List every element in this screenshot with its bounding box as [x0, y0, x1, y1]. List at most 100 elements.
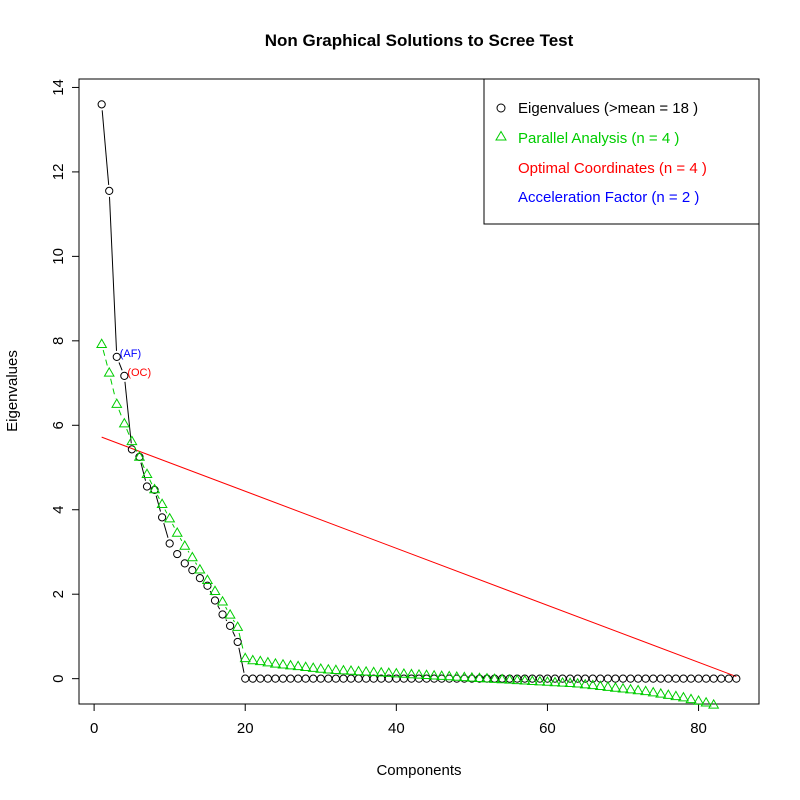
- parallel-segment: [149, 479, 153, 485]
- parallel-point: [579, 678, 591, 689]
- parallel-point: [383, 667, 395, 677]
- parallel-point: [118, 417, 130, 428]
- legend-af-label: Acceleration Factor (n = 2 ): [518, 189, 699, 206]
- parallel-point: [405, 668, 418, 679]
- parallel-segment: [102, 349, 109, 368]
- parallel-point: [345, 665, 357, 675]
- parallel-point: [148, 483, 161, 494]
- parallel-point: [133, 450, 146, 461]
- parallel-point: [111, 398, 123, 408]
- parallel-point: [655, 687, 667, 698]
- parallel-point: [692, 695, 705, 705]
- parallel-point: [685, 693, 697, 704]
- parallel-point: [375, 666, 387, 677]
- eigen-segment: [217, 605, 221, 610]
- parallel-point: [443, 670, 455, 681]
- parallel-segment: [110, 378, 116, 399]
- parallel-point: [428, 669, 440, 680]
- x-axis: 0 20 40 60 80: [90, 703, 707, 737]
- eigen-point: [142, 482, 152, 491]
- eigen-point: [195, 574, 204, 583]
- parallel-point: [413, 668, 425, 679]
- parallel-point: [156, 498, 168, 509]
- parallel-point: [216, 595, 229, 606]
- eigen-point: [112, 352, 121, 361]
- eigen-segment: [155, 495, 162, 512]
- parallel-segment: [141, 462, 146, 469]
- parallel-point: [624, 683, 637, 694]
- parallel-point: [239, 652, 251, 663]
- eigen-point: [120, 371, 129, 380]
- parallel-point: [201, 574, 214, 585]
- parallel-point: [164, 512, 176, 523]
- parallel-point: [292, 660, 304, 671]
- parallel-point: [496, 673, 508, 684]
- y-tick-label: 12: [50, 164, 67, 181]
- parallel-point: [398, 668, 410, 678]
- oc-annotation: (OC): [127, 367, 151, 379]
- eigen-segment: [118, 362, 123, 371]
- parallel-segment: [210, 584, 213, 587]
- parallel-point: [632, 684, 644, 695]
- legend-box: [483, 78, 760, 225]
- parallel-point: [534, 675, 546, 686]
- parallel-point: [232, 621, 244, 631]
- parallel-point: [390, 667, 402, 678]
- legend-eigen-label: Eigenvalues (>mean = 18 ): [518, 100, 698, 117]
- parallel-point: [594, 680, 606, 691]
- parallel-point: [277, 658, 289, 669]
- parallel-point: [315, 662, 327, 673]
- parallel-point: [511, 674, 523, 685]
- parallel-point: [420, 669, 433, 680]
- parallel-point: [126, 435, 138, 446]
- parallel-point: [473, 672, 486, 682]
- parallel-segment: [164, 509, 168, 514]
- eigen-segment: [225, 619, 228, 622]
- parallel-segment: [232, 619, 235, 623]
- parallel-segment: [118, 409, 123, 419]
- eigen-point: [165, 539, 174, 548]
- parallel-point: [307, 662, 319, 672]
- parallel-analysis-series: [96, 338, 720, 709]
- parallel-point: [330, 664, 342, 674]
- parallel-point: [262, 656, 274, 667]
- parallel-point: [519, 674, 531, 685]
- legend-eigen-marker: [496, 103, 506, 113]
- parallel-point: [556, 676, 569, 687]
- legend-parallel-label: Parallel Analysis (n = 4 ): [518, 130, 679, 147]
- eigen-point: [233, 637, 242, 647]
- x-axis-label: Components: [376, 762, 461, 779]
- eigen-point: [158, 513, 167, 522]
- y-tick-label: 4: [50, 506, 67, 514]
- y-tick-label: 8: [50, 337, 67, 345]
- parallel-point: [602, 681, 614, 691]
- legend-oc-label: Optimal Coordinates (n = 4 ): [518, 160, 707, 177]
- y-tick-label: 14: [50, 79, 67, 96]
- parallel-point: [617, 682, 629, 693]
- parallel-point: [284, 659, 297, 670]
- parallel-point: [368, 666, 380, 677]
- parallel-segment: [156, 494, 160, 500]
- parallel-point: [322, 663, 334, 674]
- eigen-point: [218, 610, 227, 619]
- parallel-point: [564, 677, 576, 688]
- parallel-point: [466, 671, 478, 682]
- parallel-point: [647, 686, 659, 697]
- y-tick-label: 0: [50, 674, 67, 682]
- eigen-point: [188, 566, 197, 575]
- parallel-point: [103, 366, 115, 377]
- eigen-point: [173, 549, 182, 559]
- parallel-point: [708, 698, 720, 709]
- oc-line: [101, 436, 737, 678]
- parallel-point: [209, 585, 221, 595]
- parallel-point: [549, 676, 561, 687]
- eigen-point: [97, 100, 106, 109]
- parallel-point: [572, 677, 584, 688]
- eigen-segment: [108, 196, 118, 351]
- parallel-point: [504, 673, 516, 684]
- parallel-point: [481, 672, 493, 683]
- y-tick-label: 6: [50, 421, 67, 429]
- parallel-point: [700, 696, 712, 707]
- parallel-point: [300, 661, 312, 672]
